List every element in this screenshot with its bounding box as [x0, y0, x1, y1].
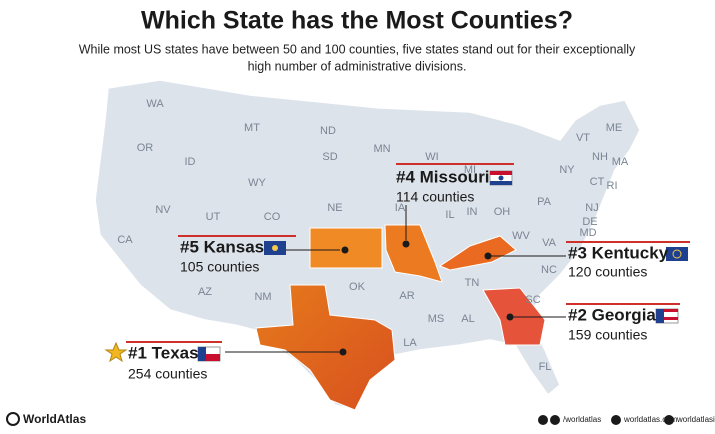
- state-label: DE: [582, 216, 597, 228]
- social-icon: [538, 415, 548, 425]
- kentucky: [438, 235, 517, 271]
- state-label: IL: [445, 209, 454, 221]
- state-label: WV: [512, 230, 530, 242]
- rank-label: #1 Texas: [128, 343, 199, 362]
- rank-label: #3 Kentucky: [568, 243, 669, 262]
- social-handle: /worldatlas: [563, 415, 601, 424]
- state-label: IN: [467, 206, 478, 218]
- callout: #4 Missouri 114 counties: [396, 167, 490, 204]
- subtitle: high number of administrative divisions.: [248, 59, 467, 73]
- state-label: TN: [465, 277, 480, 289]
- callout: #5 Kansas 105 counties: [180, 237, 264, 274]
- state-label: CO: [264, 211, 281, 223]
- county-count: 114 counties: [396, 189, 474, 205]
- state-label: WI: [425, 151, 438, 163]
- state-label: ID: [185, 156, 196, 168]
- missouri: [384, 224, 443, 283]
- state-label: RI: [607, 180, 618, 192]
- texas: [255, 284, 396, 411]
- state-label: MN: [373, 143, 390, 155]
- brand-name: WorldAtlas: [23, 412, 86, 426]
- county-count: 120 counties: [568, 264, 647, 280]
- callout: #1 Texas 254 counties: [128, 343, 207, 381]
- state-label: AR: [399, 290, 414, 302]
- state-label: WA: [146, 98, 164, 110]
- social-icon: [550, 415, 560, 425]
- state-label: MS: [428, 313, 445, 325]
- state-label: PA: [537, 196, 552, 208]
- state-label: NJ: [585, 202, 598, 214]
- state-label: NM: [254, 291, 271, 303]
- county-count: 105 counties: [180, 259, 259, 275]
- state-label: AZ: [198, 286, 212, 298]
- state-label: SD: [322, 151, 337, 163]
- state-label: MD: [579, 227, 596, 239]
- state-label: ME: [606, 122, 623, 134]
- rank-label: #4 Missouri: [396, 167, 490, 186]
- state-label: VT: [576, 132, 590, 144]
- state-label: MT: [244, 122, 260, 134]
- state-label: AL: [461, 313, 474, 325]
- state-label: IA: [395, 202, 406, 214]
- title: Which State has the Most Counties?: [141, 7, 573, 35]
- state-label: NH: [592, 151, 608, 163]
- state-label: CA: [117, 234, 133, 246]
- state-label: OH: [494, 206, 511, 218]
- callout: #2 Georgia 159 counties: [568, 305, 656, 342]
- rank-label: #2 Georgia: [568, 305, 656, 324]
- star-icon: [104, 341, 128, 363]
- callout: #3 Kentucky 120 counties: [568, 243, 669, 279]
- state-label: OK: [349, 281, 366, 293]
- state-label: LA: [403, 337, 417, 349]
- website: worldatlas.com: [623, 415, 678, 424]
- state-label: NV: [155, 204, 171, 216]
- state-label: NY: [559, 164, 575, 176]
- rule-lines: [126, 163, 690, 343]
- state-label: OR: [137, 142, 154, 154]
- state-label: ND: [320, 125, 336, 137]
- state-label: SC: [525, 294, 540, 306]
- state-label: FL: [539, 361, 552, 373]
- state-label: CT: [590, 176, 605, 188]
- social-handle: worldatlasig: [676, 415, 715, 424]
- subtitle: While most US states have between 50 and…: [79, 42, 636, 56]
- county-count: 254 counties: [128, 366, 207, 382]
- state-label: NE: [327, 202, 342, 214]
- state-label: NC: [541, 264, 557, 276]
- state-label: MA: [612, 156, 629, 168]
- rank-label: #5 Kansas: [180, 237, 264, 256]
- brand-logo: [6, 412, 20, 426]
- state-label: MI: [464, 164, 476, 176]
- social-icon: [664, 415, 674, 425]
- county-count: 159 counties: [568, 327, 647, 343]
- flags: [197, 170, 688, 362]
- state-label: UT: [206, 211, 221, 223]
- state-label: VA: [542, 237, 557, 249]
- web-icon: [611, 415, 621, 425]
- state-label: WY: [248, 177, 266, 189]
